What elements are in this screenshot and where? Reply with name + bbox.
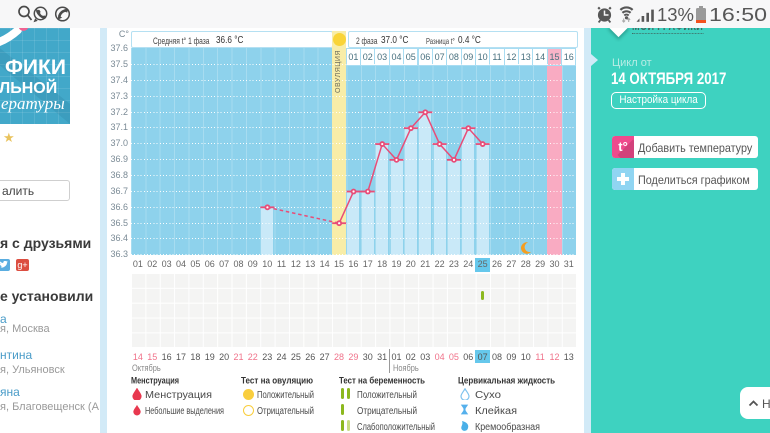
svg-text:Положительный: Положительный [357,390,417,401]
svg-text:Сухо: Сухо [475,390,502,401]
svg-text:Тест на овуляцию: Тест на овуляцию [241,375,313,386]
svg-text:Кремообразная: Кремообразная [475,421,540,433]
svg-text:Клейкая: Клейкая [475,406,517,417]
svg-text:Отрицательный: Отрицательный [357,406,417,417]
svg-text:Менструация: Менструация [145,390,212,401]
svg-text:Положительный: Положительный [257,390,314,401]
svg-text:Небольшие выделения: Небольшие выделения [145,405,224,417]
svg-text:Тест на беременность: Тест на беременность [339,375,425,386]
svg-text:Цервикальная жидкость: Цервикальная жидкость [458,375,555,386]
svg-text:Слабоположительный: Слабоположительный [357,421,435,433]
svg-text:16:50: 16:50 [709,4,767,25]
svg-text:Менструация: Менструация [131,375,179,386]
svg-text:Отрицательный: Отрицательный [257,406,314,417]
svg-text:13%: 13% [657,4,694,25]
